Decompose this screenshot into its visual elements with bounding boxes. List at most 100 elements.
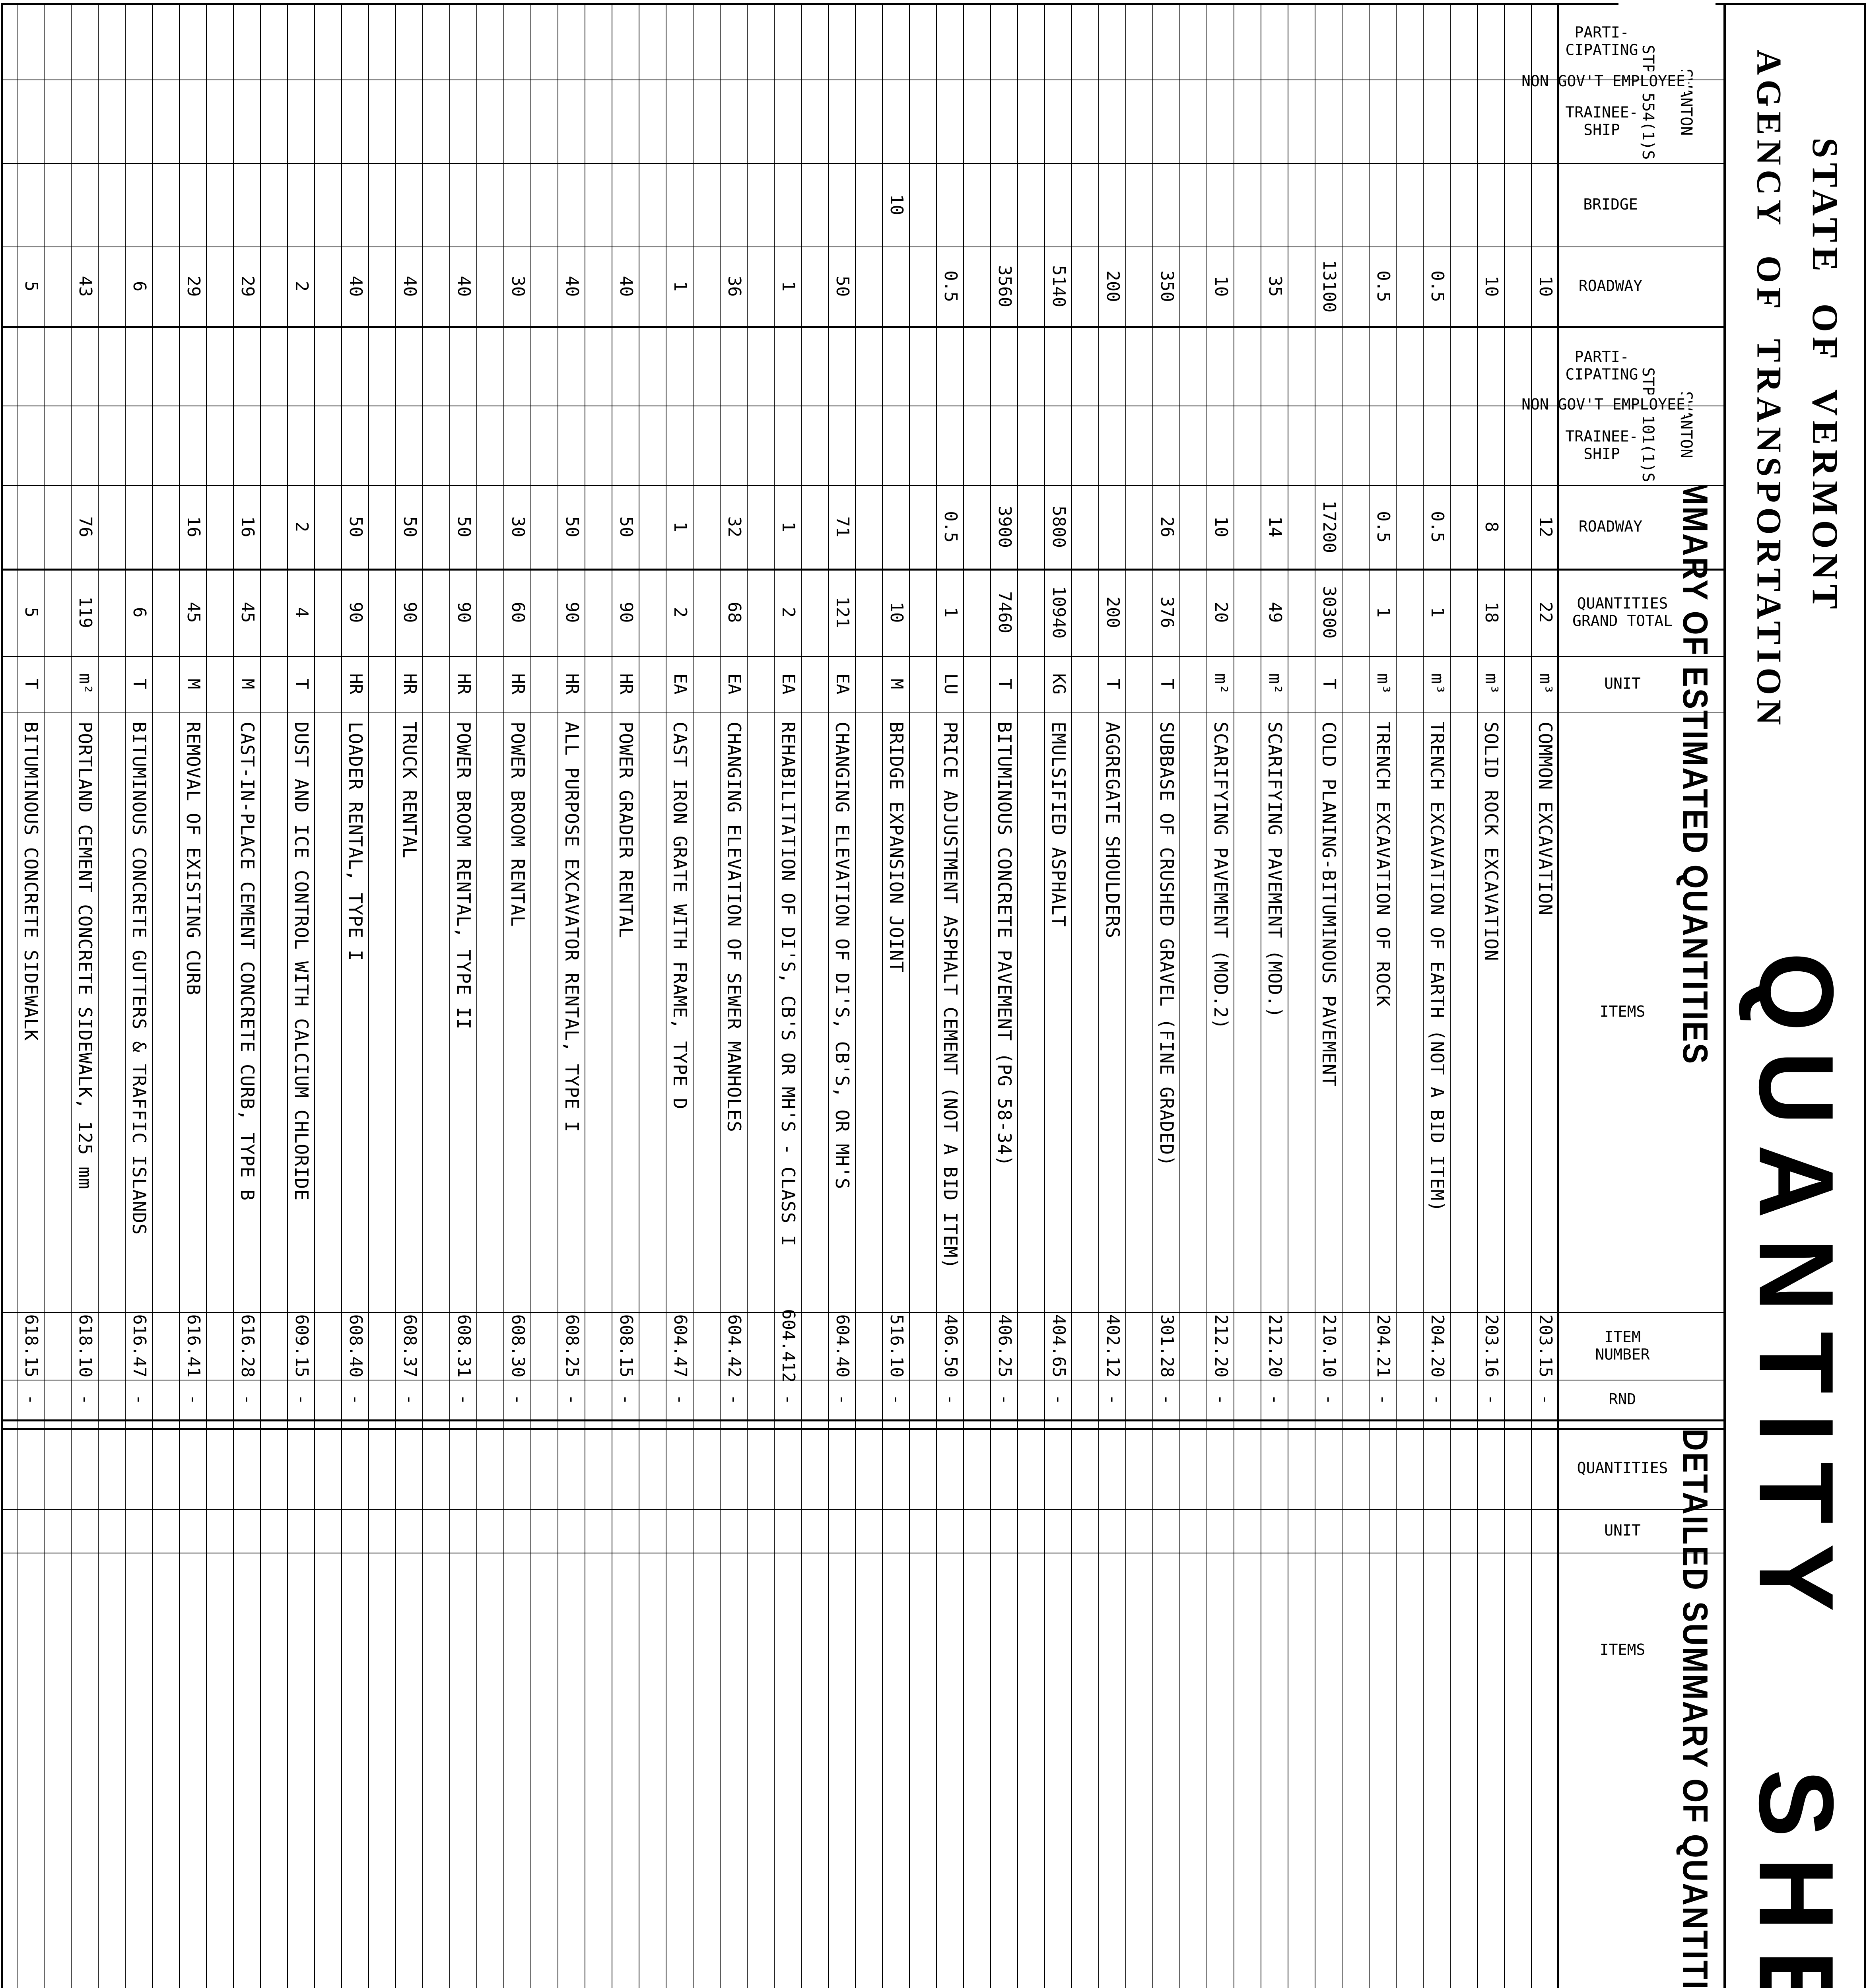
group2-non-govt-label: NON GOV'T EMPLOYEE (1518, 394, 1688, 415)
cell-g1-roadway: 6 (129, 281, 150, 292)
cell-item-description: PORTLAND CEMENT CONCRETE SIDEWALK, 125 m… (74, 722, 96, 1190)
cell-g2-roadway: 5800 (1049, 506, 1069, 548)
sheet-border (1, 3, 1866, 1988)
grand-total-label: QUANTITIES GRAND TOTAL (1569, 593, 1676, 631)
cell-unit: m² (75, 673, 95, 695)
cell-g1-roadway: 10 (1481, 276, 1502, 297)
cell-item-description: SCARIFYING PAVEMENT (MOD.) (1264, 722, 1286, 1019)
cell-rnd: - (1319, 1394, 1339, 1405)
cell-grand-total: 1 (1427, 607, 1447, 618)
cell-item-number: 608.40 (346, 1314, 366, 1378)
detailed1-items-label: ITEMS (1596, 1640, 1649, 1660)
cell-grand-total: 7460 (995, 591, 1015, 633)
cell-g1-roadway: 40 (616, 276, 636, 297)
cell-unit: T (129, 678, 150, 689)
cell-grand-total: 1 (940, 607, 961, 618)
cell-unit: T (995, 678, 1015, 689)
cell-item-number: 402.12 (1103, 1314, 1123, 1378)
cell-unit: m³ (1373, 673, 1393, 695)
cell-unit: HR (346, 673, 366, 695)
cell-rnd: - (291, 1394, 312, 1405)
group1-non-govt-label: NON GOV'T EMPLOYEE (1518, 71, 1688, 92)
cell-unit: T (1319, 678, 1339, 689)
cell-item-description: REHABILITATION OF DI'S, CB'S OR MH'S - C… (777, 722, 799, 1246)
cell-g1-roadway: 29 (183, 276, 204, 297)
cell-grand-total: 119 (75, 596, 95, 628)
summary-column-line (3, 163, 1726, 164)
cell-grand-total: 20 (1211, 602, 1231, 623)
cell-unit: HR (400, 673, 420, 695)
group2-roadway-label: ROADWAY (1575, 516, 1646, 537)
cell-item-number: 406.25 (995, 1314, 1015, 1378)
cell-g1-roadway: 350 (1157, 270, 1177, 302)
cell-grand-total: 2 (670, 607, 690, 618)
cell-g2-roadway: 50 (346, 516, 366, 538)
cell-item-number: 608.30 (508, 1314, 528, 1378)
cell-item-number: 301.28 (1157, 1314, 1177, 1378)
cell-g2-roadway: 0.5 (940, 511, 961, 543)
cell-rnd: - (183, 1394, 204, 1405)
cell-unit: M (237, 678, 258, 689)
cell-rnd: - (1265, 1394, 1285, 1405)
cell-grand-total: 90 (562, 602, 582, 623)
cell-item-description: COLD PLANING-BITUMINOUS PAVEMENT (1318, 722, 1340, 1087)
cell-grand-total: 90 (400, 602, 420, 623)
header-strip-separator (1723, 3, 1726, 1988)
cell-rnd: - (346, 1394, 366, 1405)
cell-rnd: - (832, 1394, 853, 1405)
detailed1-column-line (3, 1428, 1726, 1430)
cell-item-number: 608.25 (562, 1314, 582, 1378)
cell-rnd: - (237, 1394, 258, 1405)
cell-grand-total: 18 (1481, 602, 1502, 623)
cell-rnd: - (1103, 1394, 1123, 1405)
cell-item-description: TRENCH EXCAVATION OF EARTH (NOT A BID IT… (1426, 722, 1448, 1212)
cell-g1-roadway: 29 (237, 276, 258, 297)
cell-g1-roadway: 50 (832, 276, 853, 297)
cell-g2-roadway: 0.5 (1373, 511, 1393, 543)
cell-item-number: 616.28 (237, 1314, 258, 1378)
cell-g1-roadway: 3560 (995, 265, 1015, 307)
cell-item-number: 204.21 (1373, 1314, 1393, 1378)
cell-rnd: - (1211, 1394, 1231, 1405)
cell-grand-total: 30300 (1319, 586, 1339, 639)
cell-g1-roadway: 1 (778, 281, 799, 292)
cell-item-number: 604.412 (778, 1309, 799, 1383)
cell-item-number: 406.50 (940, 1314, 961, 1378)
cell-item-number: 608.15 (616, 1314, 636, 1378)
cell-g1-roadway: 200 (1103, 270, 1123, 302)
detailed1-unit-label: UNIT (1601, 1520, 1644, 1541)
cell-g2-roadway: 10 (1211, 516, 1231, 538)
cell-item-number: 212.20 (1211, 1314, 1231, 1378)
cell-g1-roadway: 40 (346, 276, 366, 297)
cell-grand-total: 1 (1373, 607, 1393, 618)
cell-g1-roadway: 5140 (1049, 265, 1069, 307)
cell-g1-roadway: 1 (670, 281, 690, 292)
cell-item-description: SUBBASE OF CRUSHED GRAVEL (FINE GRADED) (1156, 722, 1177, 1167)
cell-rnd: - (886, 1394, 907, 1405)
cell-rnd: - (129, 1394, 150, 1405)
cell-unit: m³ (1427, 673, 1447, 695)
group1-trainee-label: TRAINEE- SHIP (1562, 102, 1642, 140)
cell-unit: EA (832, 673, 853, 695)
cell-rnd: - (1157, 1394, 1177, 1405)
cell-item-number: 616.47 (129, 1314, 150, 1378)
cell-grand-total: 90 (346, 602, 366, 623)
cell-g1-roadway: 10 (1535, 276, 1556, 297)
cell-item-description: LOADER RENTAL, TYPE I (345, 722, 366, 961)
cell-g1-roadway: 0.5 (1427, 270, 1447, 302)
cell-grand-total: 90 (454, 602, 474, 623)
cell-item-number: 618.15 (21, 1314, 41, 1378)
cell-g1-roadway: 30 (508, 276, 528, 297)
cell-item-description: BITUMINOUS CONCRETE SIDEWALK (20, 722, 42, 1041)
cell-item-number: 608.37 (400, 1314, 420, 1378)
summary-column-line (3, 326, 1726, 328)
cell-item-number: 212.20 (1265, 1314, 1285, 1378)
unit-label: UNIT (1601, 674, 1644, 694)
summary-table-title: SUMMARY OF ESTIMATED QUANTITIES (1676, 434, 1715, 1065)
cell-g2-roadway: 16 (237, 516, 258, 538)
cell-rnd: - (940, 1394, 961, 1405)
cell-item-description: COMMON EXCAVATION (1535, 722, 1556, 916)
cell-rnd: - (1427, 1394, 1447, 1405)
cell-item-number: 210.10 (1319, 1314, 1339, 1378)
cell-item-number: 516.10 (886, 1314, 907, 1378)
